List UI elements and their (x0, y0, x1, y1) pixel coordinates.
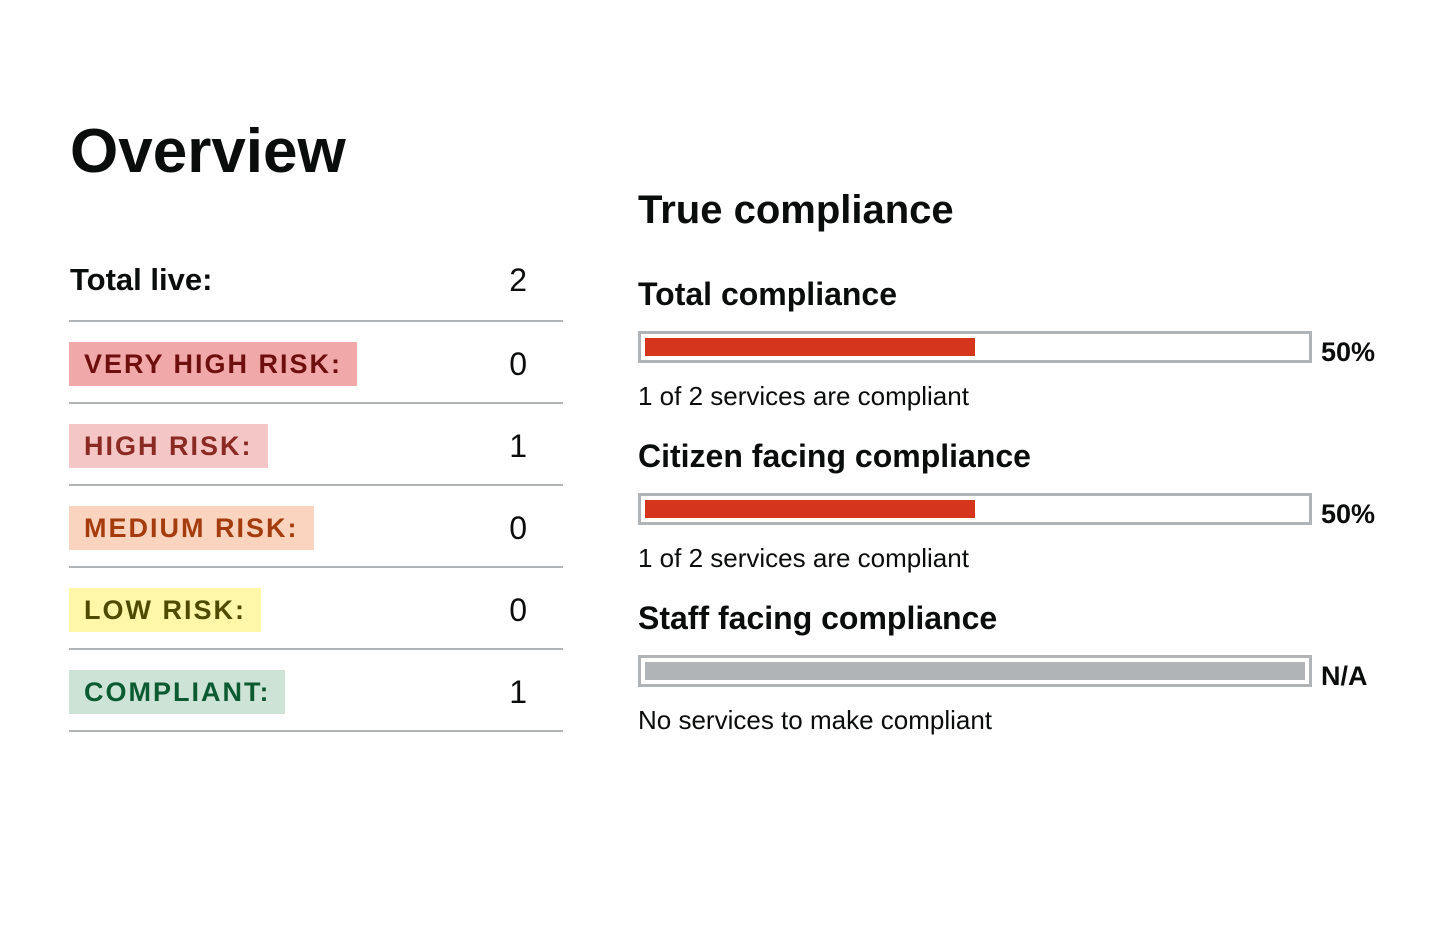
very-high-risk-tag: VERY HIGH RISK: (69, 342, 358, 386)
progress-value: 50% (1321, 337, 1376, 367)
true-compliance-section: True compliance Total compliance 50% 1 o… (638, 184, 1398, 735)
high-risk-tag: HIGH RISK: (69, 424, 268, 468)
compliant-row: COMPLIANT: 1 (69, 650, 563, 732)
metric-title: Staff facing compliance (638, 600, 998, 636)
progress-bar-fill (645, 662, 1305, 680)
compliant-tag: COMPLIANT: (69, 670, 286, 714)
low-risk-tag: LOW RISK: (69, 588, 261, 632)
metric-description: 1 of 2 services are compliant (638, 381, 969, 411)
metric-description: 1 of 2 services are compliant (638, 543, 969, 573)
very-high-risk-row: VERY HIGH RISK: 0 (69, 322, 563, 404)
progress-value: N/A (1321, 661, 1368, 691)
high-risk-count: 1 (509, 428, 527, 464)
progress-bar-fill (645, 500, 975, 518)
progress-bar-fill (645, 338, 975, 356)
total-live-row: Total live: 2 (69, 242, 563, 322)
total-compliance-metric: Total compliance 50% 1 of 2 services are… (638, 274, 1398, 411)
progress-value: 50% (1321, 499, 1376, 529)
progress-bar (638, 493, 1312, 525)
very-high-risk-count: 0 (509, 346, 527, 382)
metric-title: Total compliance (638, 276, 898, 312)
high-risk-row: HIGH RISK: 1 (69, 404, 563, 486)
staff-facing-compliance-metric: Staff facing compliance N/A No services … (638, 598, 1398, 735)
low-risk-count: 0 (509, 592, 527, 628)
low-risk-row: LOW RISK: 0 (69, 568, 563, 650)
citizen-facing-compliance-metric: Citizen facing compliance 50% 1 of 2 ser… (638, 436, 1398, 573)
total-live-count: 2 (509, 262, 527, 298)
true-compliance-title: True compliance (638, 188, 954, 232)
progress-bar (638, 655, 1312, 687)
progress-bar (638, 331, 1312, 363)
medium-risk-count: 0 (509, 510, 527, 546)
metric-title: Citizen facing compliance (638, 438, 1031, 474)
total-live-label: Total live: (70, 262, 213, 297)
compliant-count: 1 (509, 674, 527, 710)
overview-title: Overview (70, 117, 346, 186)
medium-risk-row: MEDIUM RISK: 0 (69, 486, 563, 568)
medium-risk-tag: MEDIUM RISK: (69, 506, 314, 550)
risk-summary-table: Total live: 2 VERY HIGH RISK: 0 HIGH RIS… (69, 242, 563, 732)
metric-description: No services to make compliant (638, 705, 993, 735)
